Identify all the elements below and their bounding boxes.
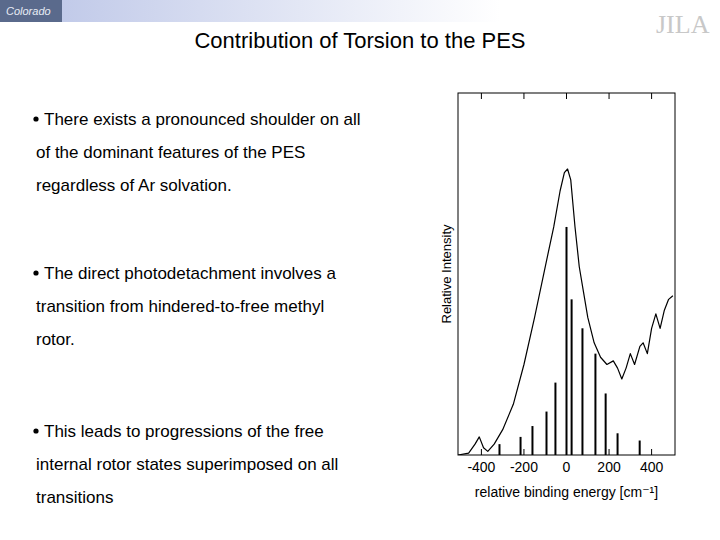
bullet-text: of the dominant features of the PES: [36, 143, 305, 162]
title: Contribution of Torsion to the PES: [194, 28, 525, 53]
slide: Colorado JILA Contribution of Torsion to t…: [0, 0, 720, 540]
stick: [617, 433, 619, 455]
bullet-text: This leads to progressions of the free: [44, 422, 324, 441]
right-logo: JILA: [656, 10, 710, 39]
stick: [520, 437, 522, 455]
x-tick: [609, 449, 610, 455]
header-band: [0, 0, 500, 22]
x-tick-top: [609, 93, 610, 99]
x-tick: [481, 449, 482, 455]
bullet-text: The direct photodetachment involves a: [44, 264, 337, 283]
x-tick: [651, 449, 652, 455]
x-tick-label: 400: [640, 459, 664, 475]
x-tick-label: 200: [597, 459, 621, 475]
spectrum-line: [458, 169, 673, 455]
x-tick-top: [481, 93, 482, 99]
bullet-dot: [33, 116, 38, 121]
x-tick-top: [523, 93, 524, 99]
bullet-text: There exists a pronounced shoulder on al…: [44, 110, 361, 129]
x-tick-label: -200: [510, 459, 538, 475]
x-tick-top: [651, 93, 652, 99]
bullet-dot: [33, 428, 38, 433]
stick: [498, 444, 500, 455]
stick: [531, 426, 533, 455]
stick: [554, 383, 556, 455]
bullet-text: transitions: [36, 488, 113, 507]
logo-box: [0, 0, 62, 22]
stick: [605, 393, 607, 455]
bullet-text: transition from hindered-to-free methyl: [36, 297, 324, 316]
bullet-text: rotor.: [36, 330, 75, 349]
left-logo: Colorado: [6, 5, 51, 17]
plot-frame: [458, 93, 675, 455]
stick: [571, 299, 573, 455]
y-axis-label: Relative Intensity: [439, 224, 454, 323]
stick: [566, 227, 568, 455]
x-tick: [523, 449, 524, 455]
bullet-dot: [33, 270, 38, 275]
stick: [594, 354, 596, 455]
x-tick-top: [566, 93, 567, 99]
stick: [639, 441, 641, 455]
x-axis-label: relative binding energy [cm⁻¹]: [475, 484, 658, 500]
bullet-text: internal rotor states superimposed on al…: [36, 455, 338, 474]
x-tick-label: 0: [563, 459, 571, 475]
plot-marks: [458, 169, 673, 455]
stick: [581, 328, 583, 455]
stick: [546, 412, 548, 455]
x-tick-label: -400: [467, 459, 495, 475]
bullet-text: regardless of Ar solvation.: [36, 176, 232, 195]
